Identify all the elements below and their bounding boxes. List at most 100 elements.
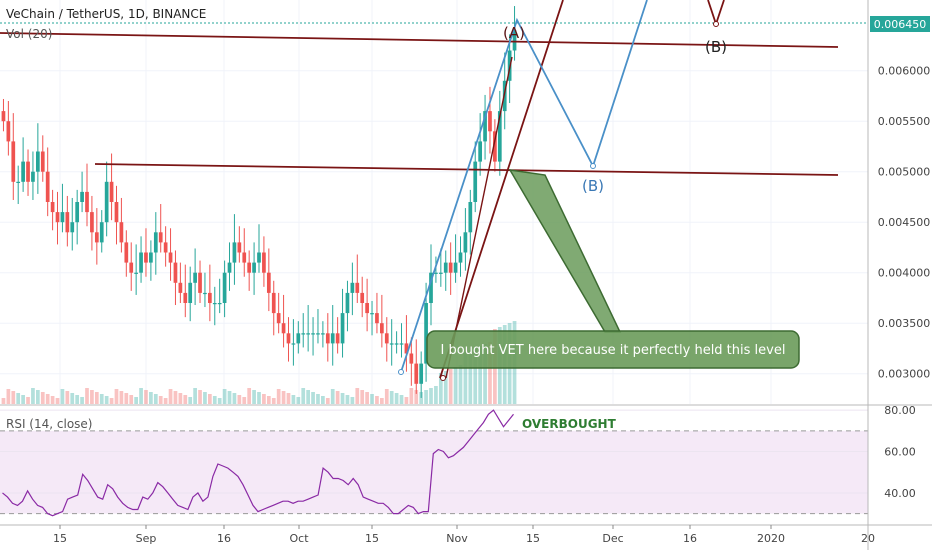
time-tick-label: Oct	[289, 532, 309, 545]
overbought-label: OVERBOUGHT	[522, 417, 617, 431]
candle-body	[311, 333, 315, 335]
callout-text: I bought VET here because it perfectly h…	[441, 343, 786, 358]
volume-bar	[134, 397, 138, 404]
rsi-levels	[0, 409, 868, 515]
candle-body	[345, 292, 350, 314]
price-tick-label: 0.004500	[878, 216, 931, 229]
candle-body	[129, 262, 134, 273]
candle-body	[493, 131, 497, 162]
time-tick-label: Sep	[136, 532, 157, 545]
volume-bar	[90, 390, 94, 404]
volume-bar	[448, 369, 453, 404]
candle-body	[252, 262, 256, 273]
volume-bar	[380, 398, 384, 404]
diagonal-down-line[interactable]	[445, 56, 513, 379]
abc-projection[interactable]	[400, 0, 648, 373]
volume-bar	[188, 397, 193, 404]
volume-bar	[443, 371, 448, 404]
candle-body	[380, 323, 384, 334]
volume-bar	[55, 398, 60, 404]
volume-bar	[281, 391, 286, 404]
volume-bar	[50, 396, 55, 404]
candle-body	[45, 171, 50, 202]
time-axis[interactable]: 15 Sep 16 Oct 15 Nov 15 Dec 16 2020 20	[53, 525, 875, 545]
candle-body	[350, 282, 355, 293]
volume-bar	[36, 390, 40, 404]
price-tick-label: 0.005000	[878, 166, 931, 179]
volume-bar	[335, 391, 340, 404]
support-line[interactable]	[94, 163, 839, 176]
candle-body	[26, 161, 30, 182]
candle-body	[365, 303, 369, 314]
volume-bar	[6, 389, 11, 404]
time-tick-label: 15	[526, 532, 540, 545]
price-axis[interactable]: 0.003000 0.003500 0.004000 0.004500 0.005000…	[878, 65, 931, 381]
volume-bar	[208, 394, 212, 404]
candle-body	[473, 161, 478, 202]
volume-bar	[271, 398, 276, 404]
time-tick-label: Nov	[446, 532, 468, 545]
candle-body	[458, 252, 463, 263]
candle-body	[468, 202, 473, 233]
callout-box[interactable]	[426, 330, 800, 369]
volume-bar	[399, 395, 404, 404]
candle-body	[178, 282, 183, 293]
volume-bar	[340, 393, 345, 404]
volume-bar	[463, 352, 468, 404]
volume-bar	[316, 394, 320, 404]
volume-label: Vol (20)	[6, 27, 52, 41]
candle-body	[301, 333, 306, 335]
steep-trendline[interactable]	[439, 0, 564, 379]
rsi-tick-label: 60.00	[884, 446, 916, 459]
candle-body	[1, 111, 6, 122]
upper-resistance-line[interactable]	[0, 32, 839, 48]
candle-body	[296, 333, 301, 344]
candle-body	[389, 343, 394, 345]
rsi-line	[2, 409, 514, 517]
candle-body	[247, 262, 252, 273]
volume-bar	[173, 391, 178, 404]
candle-body	[488, 111, 492, 132]
candle-body	[424, 303, 428, 364]
candle-body	[266, 272, 271, 293]
volume-bar	[237, 395, 242, 404]
volume-bar	[124, 393, 129, 404]
volume-bar	[375, 396, 379, 404]
candle-body	[80, 191, 84, 202]
candle-body	[335, 333, 340, 344]
candle-body	[31, 171, 35, 182]
volume-bar	[227, 391, 232, 404]
volume-bar	[80, 397, 84, 404]
candle-body	[11, 141, 16, 182]
volume-bar	[296, 397, 301, 404]
candle-body	[242, 252, 247, 263]
candle-body	[394, 343, 399, 345]
candle-body	[60, 212, 65, 223]
volume-bar	[384, 389, 389, 404]
candle-body	[414, 363, 419, 384]
candle-body	[438, 272, 443, 274]
volume-bar	[409, 388, 414, 404]
candle-body	[183, 292, 188, 303]
candle-body	[90, 212, 94, 233]
volume-bar	[168, 389, 173, 404]
volume-bar	[306, 390, 310, 404]
candle-body	[360, 292, 365, 303]
candle-body	[99, 222, 104, 243]
time-tick-label: 16	[683, 532, 697, 545]
candle-body	[375, 313, 379, 324]
volume-bar	[355, 388, 360, 404]
volume-bar	[311, 392, 315, 404]
candle-body	[158, 232, 163, 243]
candle-body	[257, 252, 261, 263]
price-tick-label: 0.003500	[878, 317, 931, 330]
volume-bar	[330, 389, 335, 404]
volume-bar	[321, 396, 325, 404]
volume-bar	[129, 395, 134, 404]
label-b-blue: (B)	[582, 177, 604, 195]
volume-bar	[16, 393, 21, 404]
volume-bar	[370, 394, 374, 404]
volume-bar	[114, 389, 119, 404]
rsi-axis[interactable]: 40.00 60.00 80.00	[884, 404, 916, 500]
